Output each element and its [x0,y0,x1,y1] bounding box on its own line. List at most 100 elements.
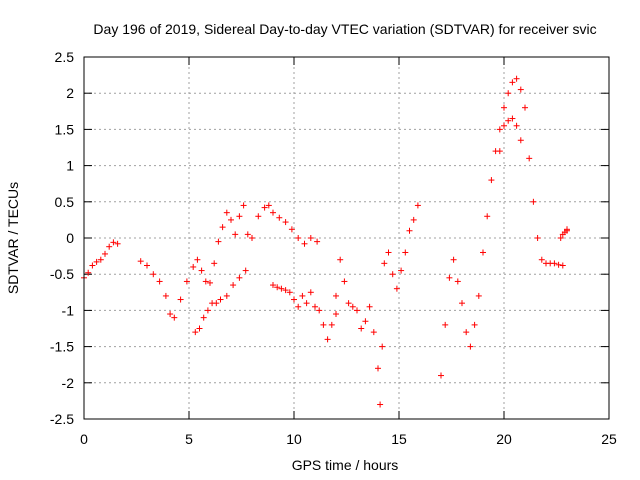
plot-frame [83,56,610,420]
data-point [236,213,243,220]
data-point [282,219,289,226]
data-point [362,318,369,325]
data-point [89,262,96,269]
data-point [204,307,211,314]
data-point [530,198,537,205]
data-point [538,256,545,263]
y-tick-label: 2 [66,85,74,101]
data-point [480,249,486,256]
data-point [232,231,239,238]
data-point [106,243,113,250]
data-point [301,240,308,247]
data-point [236,274,243,281]
data-point [522,104,528,111]
data-point [446,274,453,281]
data-point [337,256,344,263]
data-point [202,278,209,285]
data-point [559,262,566,269]
data-point [471,321,478,328]
data-point [270,209,276,216]
data-point [230,282,237,289]
axis-ticks: -2.5 -2 -1.5 -1 -0.5 0 0.5 1 1.5 2 2.5 0 5 10 15 20 25 [50,49,617,447]
data-point [198,267,205,274]
data-point [270,282,276,289]
x-tick-label: 20 [496,431,512,447]
data-point [93,258,100,265]
y-tick-label: 0 [66,230,74,246]
data-point [223,292,230,299]
data-point [488,177,495,184]
data-point [328,321,335,328]
data-point [282,287,289,294]
data-point [463,329,470,336]
data-point [114,240,121,247]
data-point [496,126,503,133]
data-point [255,213,262,220]
data-point [526,155,533,162]
data-point [219,224,226,231]
data-point [534,235,541,241]
data-point [513,75,520,82]
data-point [564,226,570,233]
data-point [555,261,562,268]
data-point [156,278,163,285]
x-tick-label: 25 [601,431,617,447]
data-point [97,256,104,263]
data-point [517,86,524,93]
y-tick-label: -2 [62,375,75,391]
data-point [501,122,507,129]
y-tick-label: -1 [62,302,75,318]
data-point [389,271,396,278]
data-point [377,401,384,408]
data-point [509,115,516,122]
data-point [150,271,157,278]
data-point [274,284,281,291]
data-points [81,75,570,408]
data-point [505,90,512,97]
data-point [200,314,207,321]
data-point [240,202,247,209]
grid-lines [84,57,609,419]
data-point [244,231,251,238]
x-tick-label: 5 [185,431,193,447]
data-point [467,343,474,350]
data-point [223,209,230,216]
data-point [291,296,297,303]
data-point [505,117,512,124]
chart-title: Day 196 of 2019, Sidereal Day-to-day VTE… [93,21,596,37]
data-point [261,204,268,211]
data-point [393,285,400,292]
x-tick-label: 10 [286,431,302,447]
y-axis-label: SDTVAR / TECUs [5,182,21,294]
data-point [295,303,302,310]
data-point [381,260,388,267]
x-tick-label: 0 [80,431,88,447]
data-point [320,321,327,328]
x-tick-label: 15 [391,431,407,447]
data-point [484,213,491,220]
data-point [276,214,283,221]
data-point [333,311,339,318]
data-point [557,235,564,241]
data-point [312,303,318,310]
data-point [358,325,365,332]
data-point [398,267,405,274]
data-point [345,300,352,307]
data-point [349,303,356,310]
data-point [265,202,272,209]
data-point [551,260,558,267]
y-tick-label: -2.5 [50,411,74,427]
data-point [102,250,108,257]
data-point [517,137,524,144]
data-point [496,148,503,155]
data-point [215,238,222,245]
x-axis-label: GPS time / hours [292,457,399,473]
data-point [183,278,190,285]
data-point [242,267,249,274]
data-point [314,238,321,245]
data-point [366,303,373,310]
data-point [442,321,449,328]
y-tick-label: 1.5 [55,121,75,137]
data-point [196,325,203,332]
y-tick-label: 0.5 [55,194,75,210]
